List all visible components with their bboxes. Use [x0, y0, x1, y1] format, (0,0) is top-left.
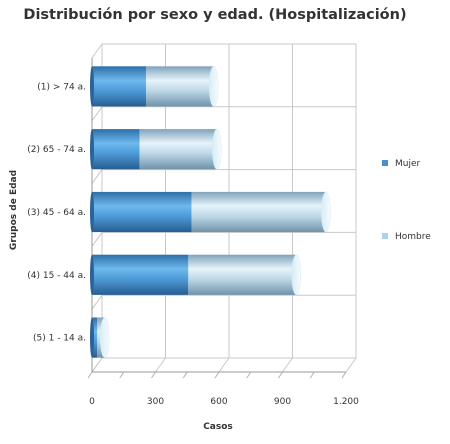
bar-mujer-2: [92, 129, 140, 170]
legend-label-mujer: Mujer: [395, 159, 421, 169]
x-axis-title: Casos: [203, 422, 233, 432]
x-minor-tick: [214, 371, 220, 379]
floor-grid-line: [218, 357, 230, 373]
bar-base-3: [90, 191, 94, 233]
legend-label-hombre: Hombre: [395, 232, 431, 242]
x-tick-label: 600: [210, 397, 227, 407]
x-minor-tick: [309, 371, 315, 379]
x-tick-label: 1.200: [333, 397, 359, 407]
bar-mujer-1: [92, 66, 146, 107]
bar-base-5: [90, 317, 94, 358]
wall-grid-line: [91, 357, 103, 373]
bar-mujer-5: [92, 317, 98, 358]
y-tick-label: (3) 45 - 64 a.: [27, 208, 86, 218]
floor-grid-line: [345, 357, 357, 373]
bar-cap-3: [321, 191, 331, 233]
bar-hombre-1: [145, 66, 214, 107]
y-tick-label: (5) 1 - 14 a.: [33, 334, 86, 344]
x-tick-label: 900: [274, 397, 291, 407]
bar-hombre-2: [139, 129, 217, 170]
y-axis-title: Grupos de Edad: [9, 170, 19, 250]
x-minor-tick: [151, 371, 156, 379]
x-minor-tick: [119, 371, 125, 379]
legend: Mujer Hombre: [382, 159, 431, 242]
wall-grid-line: [91, 169, 103, 184]
bar-base-2: [90, 129, 94, 170]
chart-title: Distribución por sexo y edad. (Hospitali…: [23, 7, 406, 23]
x-minor-tick: [341, 371, 347, 379]
wall-grid-line: [91, 106, 103, 122]
x-minor-tick: [182, 371, 188, 379]
floor-grid-line: [155, 357, 166, 373]
x-minor-tick: [278, 371, 283, 379]
plot-grid: [87, 43, 357, 379]
bar-mujer-4: [92, 254, 189, 295]
bar-base-1: [90, 66, 94, 107]
y-tick-labels: (1) > 74 a. (2) 65 - 74 a. (3) 45 - 64 a. (…: [27, 82, 86, 343]
bar-hombre-4: [188, 254, 297, 295]
x-tick-label: 0: [89, 397, 95, 407]
bar-hombre-3: [191, 191, 326, 233]
wall-grid-line: [91, 43, 103, 59]
bars: [90, 66, 331, 358]
floor-grid-line: [282, 357, 293, 373]
x-tick-label: 300: [147, 397, 164, 407]
wall-grid-line: [91, 232, 103, 247]
wall-grid-line: [91, 294, 103, 310]
x-minor-tick: [246, 371, 252, 379]
x-minor-tick: [87, 371, 93, 379]
legend-swatch-hombre: [382, 233, 388, 239]
y-tick-label: (4) 15 - 44 a.: [27, 271, 86, 281]
x-tick-labels: 0 300 600 900 1.200: [89, 397, 359, 407]
y-tick-label: (1) > 74 a.: [37, 82, 86, 92]
bar-base-4: [90, 254, 94, 295]
y-tick-label: (2) 65 - 74 a.: [27, 145, 86, 155]
bar-mujer-3: [92, 191, 192, 233]
legend-swatch-mujer: [382, 160, 388, 166]
bar-cap-5: [99, 317, 110, 358]
bar-cap-4: [291, 254, 302, 296]
bar-cap-2: [212, 128, 222, 170]
bar-cap-1: [208, 66, 219, 107]
